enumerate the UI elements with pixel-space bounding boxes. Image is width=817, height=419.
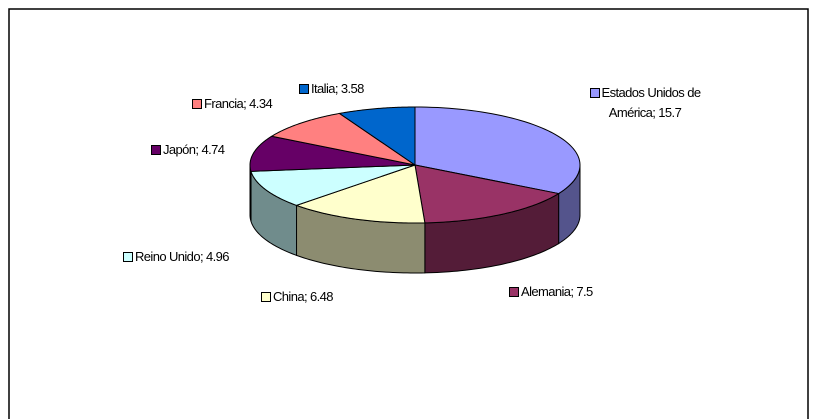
slice bbox=[338, 106, 416, 166]
label-text: Japón; 4.74 bbox=[163, 142, 225, 157]
label-key bbox=[261, 292, 271, 302]
data-label: Francia; 4.34 bbox=[192, 94, 273, 114]
slice bbox=[295, 164, 426, 224]
data-label: China; 6.48 bbox=[261, 287, 334, 307]
label-text: Alemania; 7.5 bbox=[521, 284, 593, 299]
label-text: Italia; 3.58 bbox=[311, 81, 364, 96]
label-key bbox=[151, 145, 161, 155]
label-text: China; 6.48 bbox=[273, 289, 334, 304]
data-label: Italia; 3.58 bbox=[299, 79, 364, 99]
slice bbox=[414, 164, 560, 224]
slice bbox=[414, 106, 581, 195]
slice bbox=[270, 112, 416, 166]
data-label: Estados Unidos de América; 15.7 bbox=[570, 83, 720, 123]
label-key bbox=[509, 287, 519, 297]
data-label: Reino Unido; 4.96 bbox=[123, 247, 229, 267]
data-label: Japón; 4.74 bbox=[151, 140, 225, 160]
data-label: Alemania; 7.5 bbox=[509, 282, 593, 302]
slice-side bbox=[249, 164, 252, 222]
slice bbox=[249, 135, 416, 172]
label-key bbox=[589, 88, 600, 98]
label-key bbox=[123, 252, 133, 262]
label-key bbox=[192, 99, 202, 109]
label-text: Reino Unido; 4.96 bbox=[135, 249, 229, 264]
label-text: Francia; 4.34 bbox=[204, 96, 273, 111]
label-text: Estados Unidos de América; 15.7 bbox=[601, 85, 702, 120]
label-key bbox=[299, 84, 309, 94]
slice bbox=[250, 164, 416, 206]
